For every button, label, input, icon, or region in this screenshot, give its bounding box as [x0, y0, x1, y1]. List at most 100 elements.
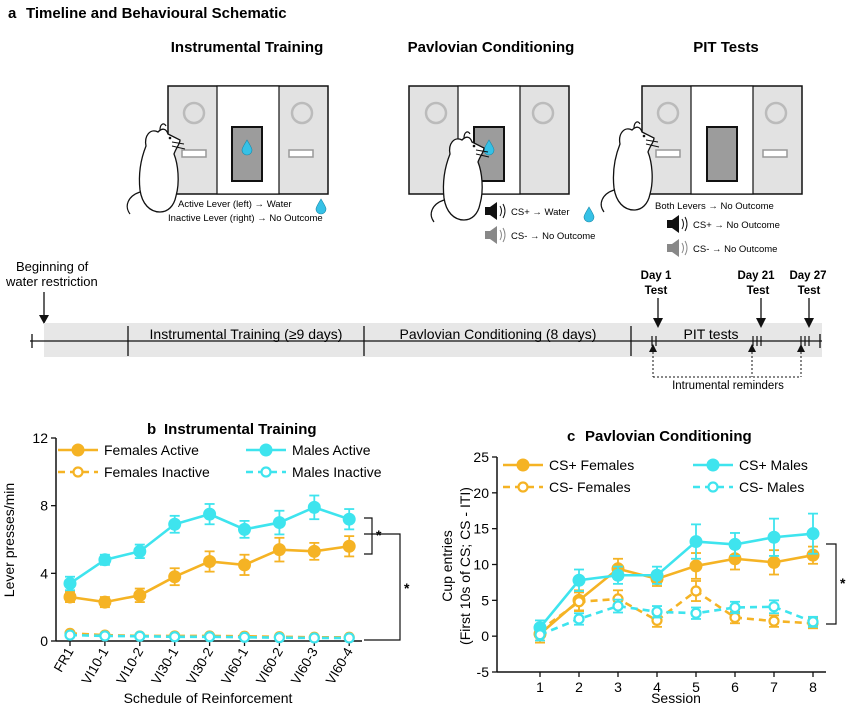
- y-tick-label: 12: [32, 430, 48, 446]
- chart-b-ylabel: Lever presses/min: [1, 483, 17, 597]
- legend-item: CS+ Males: [693, 457, 808, 473]
- day27-arrowhead: [804, 318, 814, 328]
- speaker-grey-icon: [484, 225, 506, 245]
- data-point: [729, 611, 741, 624]
- chart-b: b Instrumental Training Lever presses/mi…: [1, 421, 410, 706]
- y-tick-label: 5: [481, 592, 489, 608]
- x-tick-label: 8: [809, 679, 817, 695]
- chart-c-xlabel: Session: [651, 690, 701, 706]
- legend-item: Females Active: [58, 442, 199, 458]
- timeline-start-label-2: water restriction: [5, 274, 98, 289]
- data-point: [612, 600, 624, 612]
- reminder-arrows: [649, 344, 805, 378]
- data-point: [238, 631, 251, 643]
- left-light-icon: [656, 101, 680, 125]
- data-point: [168, 517, 182, 531]
- pavlovian-schematic: Pavlovian Conditioning CS+ → Water CS- →…: [408, 39, 595, 245]
- data-point: [728, 537, 742, 551]
- legend-item: CS+ Females: [503, 457, 634, 473]
- water-drop-icon: [315, 198, 327, 215]
- legend-swatch-marker: [706, 458, 720, 472]
- instrumental-title: Instrumental Training: [171, 39, 324, 56]
- instrumental-line2: Inactive Lever (right) → No Outcome: [168, 213, 323, 224]
- start-arrowhead: [39, 315, 49, 324]
- data-point: [272, 543, 286, 557]
- timeline-pavlovian: Pavlovian Conditioning (8 days): [400, 326, 597, 342]
- chart-c-label: c: [567, 428, 575, 445]
- legend-swatch-marker: [259, 443, 273, 457]
- speaker-grey-icon: [666, 238, 688, 258]
- series-cs-males: [534, 598, 819, 642]
- data-point: [768, 601, 780, 613]
- data-point: [204, 631, 216, 643]
- data-point: [651, 606, 663, 618]
- right-light-icon: [531, 101, 555, 125]
- x-tick-label: FR1: [51, 645, 77, 675]
- chart-c: c Pavlovian Conditioning Cup entries (Fi…: [439, 428, 846, 706]
- data-point: [238, 558, 251, 572]
- data-point: [307, 544, 321, 558]
- pit-line2: CS+ → No Outcome: [693, 220, 780, 231]
- significance-bracket: [364, 533, 401, 641]
- data-point: [342, 512, 356, 526]
- day1-label: Day 1: [641, 270, 672, 282]
- data-point: [729, 601, 741, 614]
- series-line: [539, 553, 814, 636]
- day1-arrowhead: [653, 318, 663, 328]
- x-tick-label: VI60-2: [253, 645, 286, 687]
- right-light-icon: [290, 101, 314, 125]
- data-point: [98, 553, 112, 567]
- data-point: [133, 588, 147, 602]
- x-tick-label: 3: [614, 679, 622, 695]
- pavlovian-line1: CS+ → Water: [511, 207, 570, 218]
- legend-swatch-marker: [516, 458, 530, 472]
- pit-title: PIT Tests: [693, 39, 759, 56]
- x-tick-label: 4: [653, 679, 661, 695]
- data-point: [690, 585, 702, 597]
- legend-swatch-marker: [707, 481, 719, 493]
- legend-item: Males Active: [246, 442, 371, 458]
- significance-star: *: [840, 575, 846, 591]
- data-point: [133, 544, 147, 558]
- legend-item: Females Inactive: [58, 464, 210, 480]
- x-tick-label: 1: [536, 679, 544, 695]
- data-point: [169, 631, 181, 643]
- pavlovian-line2: CS- → No Outcome: [511, 231, 595, 242]
- day21-label: Day 21: [737, 270, 775, 282]
- data-point: [767, 530, 781, 544]
- series-line: [69, 633, 350, 640]
- series-cs-males: [533, 512, 820, 636]
- data-point: [342, 539, 356, 553]
- instrumental-schematic: Instrumental Training Active Lever (left…: [126, 39, 329, 224]
- x-tick-label: 6: [731, 679, 739, 695]
- y-tick-label: 25: [473, 449, 489, 465]
- data-point: [573, 613, 585, 625]
- series-cs-females: [533, 545, 820, 644]
- y-tick-label: 8: [40, 498, 48, 514]
- legend-swatch-marker: [260, 466, 272, 478]
- legend-item: CS- Males: [693, 479, 804, 495]
- y-tick-label: 0: [40, 633, 48, 649]
- significance-star: *: [376, 527, 382, 543]
- data-point: [168, 570, 182, 584]
- data-point: [64, 629, 76, 641]
- series-line: [538, 532, 814, 629]
- y-tick-label: 4: [40, 565, 48, 581]
- y-tick-label: -5: [477, 664, 490, 680]
- water-drop-icon: [583, 206, 595, 223]
- x-tick-label: 7: [770, 679, 778, 695]
- speaker-icon: [484, 201, 506, 221]
- y-tick-label: 15: [473, 521, 489, 537]
- y-tick-label: 0: [481, 628, 489, 644]
- timeline-minor-ticks: [651, 336, 810, 346]
- data-point: [99, 630, 111, 642]
- right-lever-icon: [288, 149, 314, 158]
- y-tick-label: 10: [473, 557, 489, 573]
- panel-a: a Timeline and Behavioural Schematic Ins…: [5, 5, 827, 392]
- data-point: [273, 632, 285, 644]
- x-tick-label: 5: [692, 679, 700, 695]
- x-tick-label: VI60-3: [288, 645, 321, 687]
- chart-b-xlabel: Schedule of Reinforcement: [124, 690, 293, 706]
- day27-label: Day 27: [789, 270, 826, 282]
- chart-c-title: Pavlovian Conditioning: [585, 428, 752, 445]
